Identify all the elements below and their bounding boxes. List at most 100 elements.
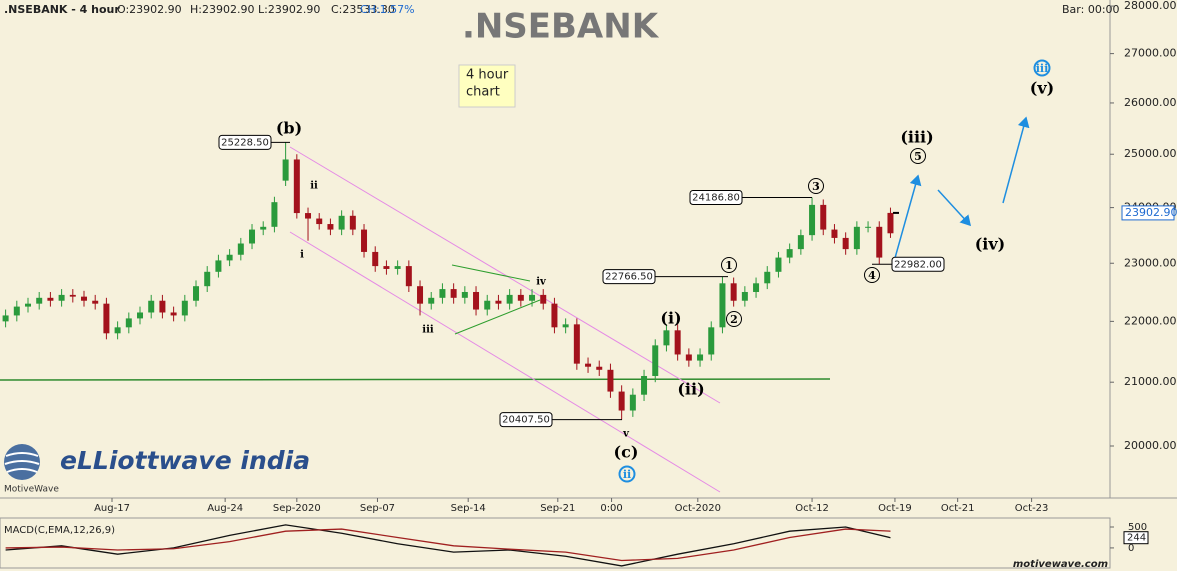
channel-line	[289, 146, 721, 404]
wave-label: (ii)	[677, 380, 704, 399]
x-tick-label: Aug-24	[207, 503, 243, 514]
wave-label: (iv)	[975, 235, 1006, 254]
candle-body	[170, 312, 177, 316]
macd-tick-label: 500	[1128, 522, 1147, 533]
candle-body	[517, 294, 524, 301]
y-tick-label: 23000.00	[1124, 256, 1177, 269]
candle-body	[629, 394, 636, 411]
logo-globe-lines	[4, 452, 40, 473]
candle-body	[181, 300, 188, 316]
candle-body	[159, 300, 166, 313]
candle-body	[865, 226, 872, 228]
symbol: .NSEBANK - 4 hour	[4, 3, 120, 16]
wave-circle	[910, 148, 926, 164]
candle-body	[36, 297, 43, 304]
candle-body	[226, 254, 233, 261]
candle-body	[103, 303, 110, 334]
candle-body	[529, 294, 536, 301]
candle-body	[652, 345, 659, 376]
candle-body	[439, 289, 446, 298]
candle-body	[741, 291, 748, 301]
x-tick-label: Sep-2020	[273, 503, 321, 514]
macd-current-box	[1123, 531, 1149, 545]
x-tick-label: Sep-07	[360, 503, 395, 514]
wave-circle	[864, 267, 880, 283]
candle-body	[394, 266, 401, 269]
candle-body	[316, 218, 323, 225]
change: CH:1.57%	[360, 3, 415, 16]
candle-body	[137, 312, 144, 319]
candle-body	[260, 226, 267, 230]
macd-tick-label: 0	[1128, 543, 1134, 554]
candle-body	[663, 330, 670, 346]
projection-arrow	[1002, 116, 1030, 204]
candle-body	[293, 159, 300, 214]
candle-body	[428, 297, 435, 304]
candle-body	[697, 354, 704, 361]
price-label: 25228.50	[221, 137, 269, 148]
candle-body	[820, 204, 827, 230]
candle-body	[58, 294, 65, 301]
x-tick-label: Oct-19	[878, 503, 912, 514]
wave-label: ii	[623, 468, 631, 481]
wave-label: 3	[812, 180, 820, 193]
candle-body	[853, 226, 860, 250]
macd-macd-line	[5, 524, 891, 567]
candle-body	[338, 215, 345, 230]
candle-body	[148, 300, 155, 313]
macd-title: MACD(C,EMA,12,26,9)	[4, 525, 115, 536]
wave-label: iv	[536, 277, 547, 288]
wave-label: (b)	[276, 119, 302, 138]
x-tick-label: Aug-17	[94, 503, 130, 514]
candle-body	[876, 226, 883, 258]
triangle-line	[454, 299, 541, 335]
candle-body	[573, 324, 580, 364]
candle-body	[473, 291, 480, 310]
candle-body	[842, 237, 849, 250]
candle-body	[596, 366, 603, 370]
note-line: chart	[466, 85, 500, 100]
candle-body	[831, 229, 838, 238]
candle-body	[719, 283, 726, 328]
candle-body	[585, 363, 592, 367]
candle-body	[495, 300, 502, 304]
x-tick-label: Sep-21	[540, 503, 575, 514]
candle-body	[764, 271, 771, 284]
wave-label: 5	[914, 150, 922, 163]
ohlc-close: C:23533.30	[331, 3, 395, 16]
wave-label: (v)	[1030, 79, 1054, 98]
wave-label: 2	[730, 313, 738, 326]
candle-body	[809, 204, 816, 236]
y-tick-label: 27000.00	[1124, 47, 1177, 60]
candle-body	[506, 294, 513, 304]
candle-body	[450, 289, 457, 298]
candle-body	[674, 330, 681, 355]
candle-body	[47, 297, 54, 301]
x-tick-label: Oct-21	[941, 503, 975, 514]
price-label-box	[218, 134, 272, 150]
y-tick-label: 21000.00	[1124, 375, 1177, 388]
candle-body	[282, 159, 289, 181]
y-tick-label: 26000.00	[1124, 96, 1177, 109]
candle-body	[361, 229, 368, 252]
candle-body	[685, 354, 692, 361]
price-label-box	[499, 412, 553, 428]
last-price-box	[1121, 205, 1175, 221]
support-line	[0, 378, 831, 381]
note-box	[458, 64, 516, 108]
footer: motivewave.com	[1013, 559, 1108, 570]
candle-body	[730, 283, 737, 301]
candle-body	[786, 249, 793, 258]
candle-body	[618, 391, 625, 411]
platform: MotiveWave	[4, 485, 59, 495]
x-tick-label: Oct-2020	[675, 503, 721, 514]
wave-label: 4	[868, 269, 876, 282]
candle-body	[215, 260, 222, 272]
wave-label: iii	[1036, 62, 1049, 75]
bar-timer: Bar: 00:00	[1062, 3, 1120, 16]
candle-body	[349, 215, 356, 230]
y-tick-label: 25000.00	[1124, 147, 1177, 160]
price-label: 22766.50	[605, 272, 653, 283]
candle-body	[775, 257, 782, 272]
triangle-line	[451, 264, 531, 282]
